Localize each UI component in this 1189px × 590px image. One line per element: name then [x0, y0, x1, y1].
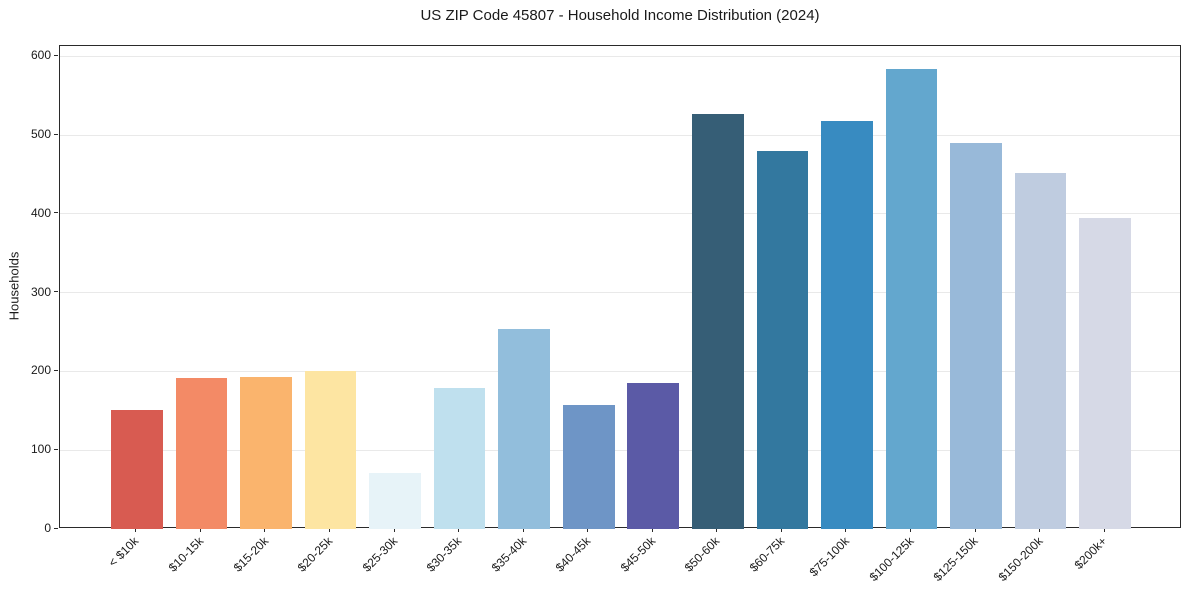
bar [562, 404, 615, 529]
x-tick-mark [328, 528, 330, 532]
x-tick-mark [393, 528, 395, 532]
x-tick-mark [458, 528, 460, 532]
gridline [60, 55, 1180, 57]
bar [692, 113, 744, 529]
chart-title: US ZIP Code 45807 - Household Income Dis… [420, 7, 820, 24]
y-tick-label: 0 [44, 521, 51, 535]
x-tick-label: $30-35k [423, 534, 465, 575]
y-tick-mark [54, 369, 58, 371]
bar [175, 377, 228, 529]
y-tick-label: 100 [30, 442, 51, 457]
bar [1079, 217, 1131, 529]
x-tick-mark [910, 528, 911, 532]
x-tick-mark [264, 528, 266, 532]
x-tick-mark [845, 528, 847, 532]
x-tick-label: $75-100k [806, 534, 852, 580]
y-tick-mark [54, 291, 58, 293]
x-tick-label: $35-40k [488, 534, 530, 575]
plot-area [59, 45, 1181, 529]
y-tick-mark [54, 527, 58, 529]
bar [498, 328, 550, 529]
x-tick-mark [1039, 528, 1041, 532]
x-tick-mark [587, 528, 589, 532]
x-tick-mark [199, 528, 201, 532]
bar [304, 370, 357, 529]
x-tick-label: < $10k [106, 534, 142, 570]
x-tick-label: $60-75k [746, 534, 788, 575]
bar [756, 150, 809, 529]
gridline [60, 292, 1180, 294]
x-tick-label: $200k+ [1072, 534, 1111, 572]
x-tick-label: $15-20k [230, 534, 271, 575]
bar [369, 473, 421, 529]
bar [885, 68, 938, 529]
x-tick-mark [974, 528, 976, 532]
bar [627, 383, 680, 529]
x-tick-mark [522, 528, 524, 532]
gridline [60, 370, 1180, 372]
y-tick-label: 600 [30, 48, 51, 63]
y-tick-mark [54, 54, 58, 56]
bar [240, 376, 292, 529]
x-tick-label: $10-15k [165, 534, 207, 575]
y-tick-label: 300 [30, 284, 51, 299]
x-tick-label: $20-25k [294, 534, 336, 575]
x-tick-label: $40-45k [553, 534, 594, 575]
x-tick-mark [135, 528, 137, 532]
y-tick-label: 400 [30, 205, 51, 220]
x-tick-mark [780, 528, 782, 532]
x-tick-label: $150-200k [995, 534, 1046, 585]
x-tick-label: $25-30k [359, 534, 400, 575]
x-tick-label: $125-150k [930, 534, 981, 585]
y-tick-label: 500 [30, 127, 51, 142]
x-tick-mark [716, 528, 718, 532]
bar [433, 387, 486, 529]
gridline [60, 449, 1180, 451]
x-tick-mark [1103, 528, 1105, 532]
y-tick-label: 200 [30, 363, 51, 378]
y-tick-mark [54, 448, 58, 450]
bar [821, 120, 873, 529]
x-tick-label: $100-125k [866, 534, 917, 585]
gridline [60, 213, 1180, 215]
x-tick-mark [651, 528, 653, 532]
y-tick-mark [54, 212, 58, 214]
gridline [60, 134, 1180, 136]
bar [111, 410, 163, 529]
y-tick-mark [54, 133, 58, 135]
x-tick-label: $50-60k [682, 534, 723, 575]
bar [1014, 172, 1067, 529]
bar [950, 142, 1002, 529]
x-tick-label: $45-50k [617, 534, 659, 575]
